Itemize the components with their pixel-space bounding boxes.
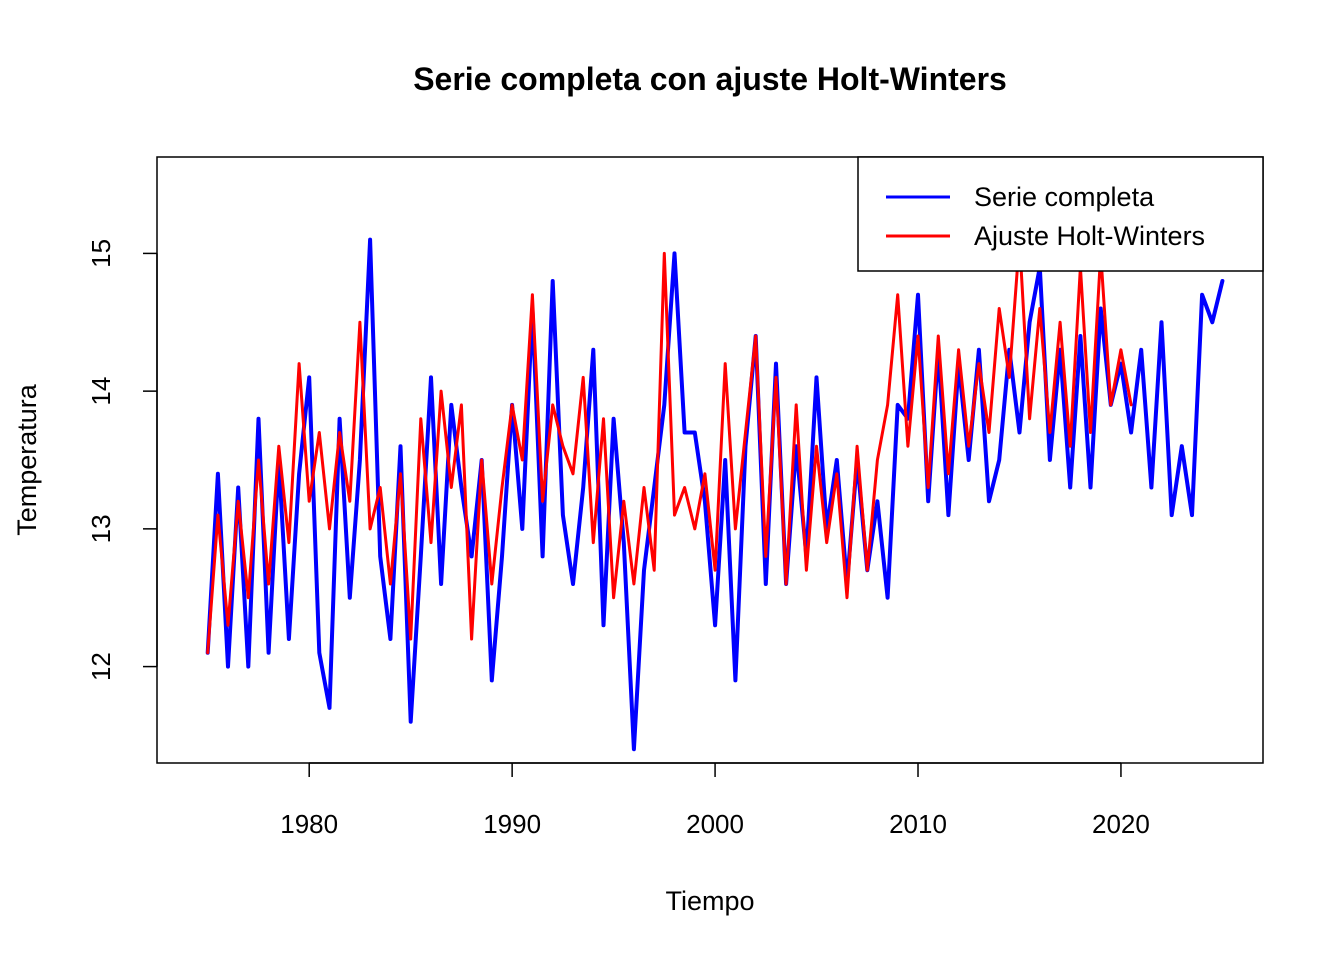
legend-label-ajuste-holt-winters: Ajuste Holt-Winters [974,221,1205,251]
x-tick-label: 1990 [483,809,541,839]
x-axis-label: Tiempo [665,886,754,916]
series-layer [205,237,1225,752]
series-line-serie-completa [205,237,1225,752]
x-tick-label: 2010 [889,809,947,839]
legend-label-serie-completa: Serie completa [974,182,1155,212]
y-tick-label: 12 [86,652,116,681]
x-tick-label: 2020 [1092,809,1150,839]
legend: Serie completa Ajuste Holt-Winters [857,156,1264,272]
y-tick-label: 15 [86,239,116,268]
y-tick-label: 14 [86,377,116,406]
y-axis: 12 13 14 15 [86,239,158,681]
chart-title: Serie completa con ajuste Holt-Winters [413,61,1007,97]
y-axis-label: Temperatura [12,383,42,536]
y-tick-label: 13 [86,514,116,543]
series-line-ajuste-holt-winters [206,238,1133,655]
x-axis: 1980 1990 2000 2010 2020 [280,762,1150,839]
x-tick-label: 1980 [280,809,338,839]
x-tick-label: 2000 [686,809,744,839]
legend-box [857,156,1264,272]
